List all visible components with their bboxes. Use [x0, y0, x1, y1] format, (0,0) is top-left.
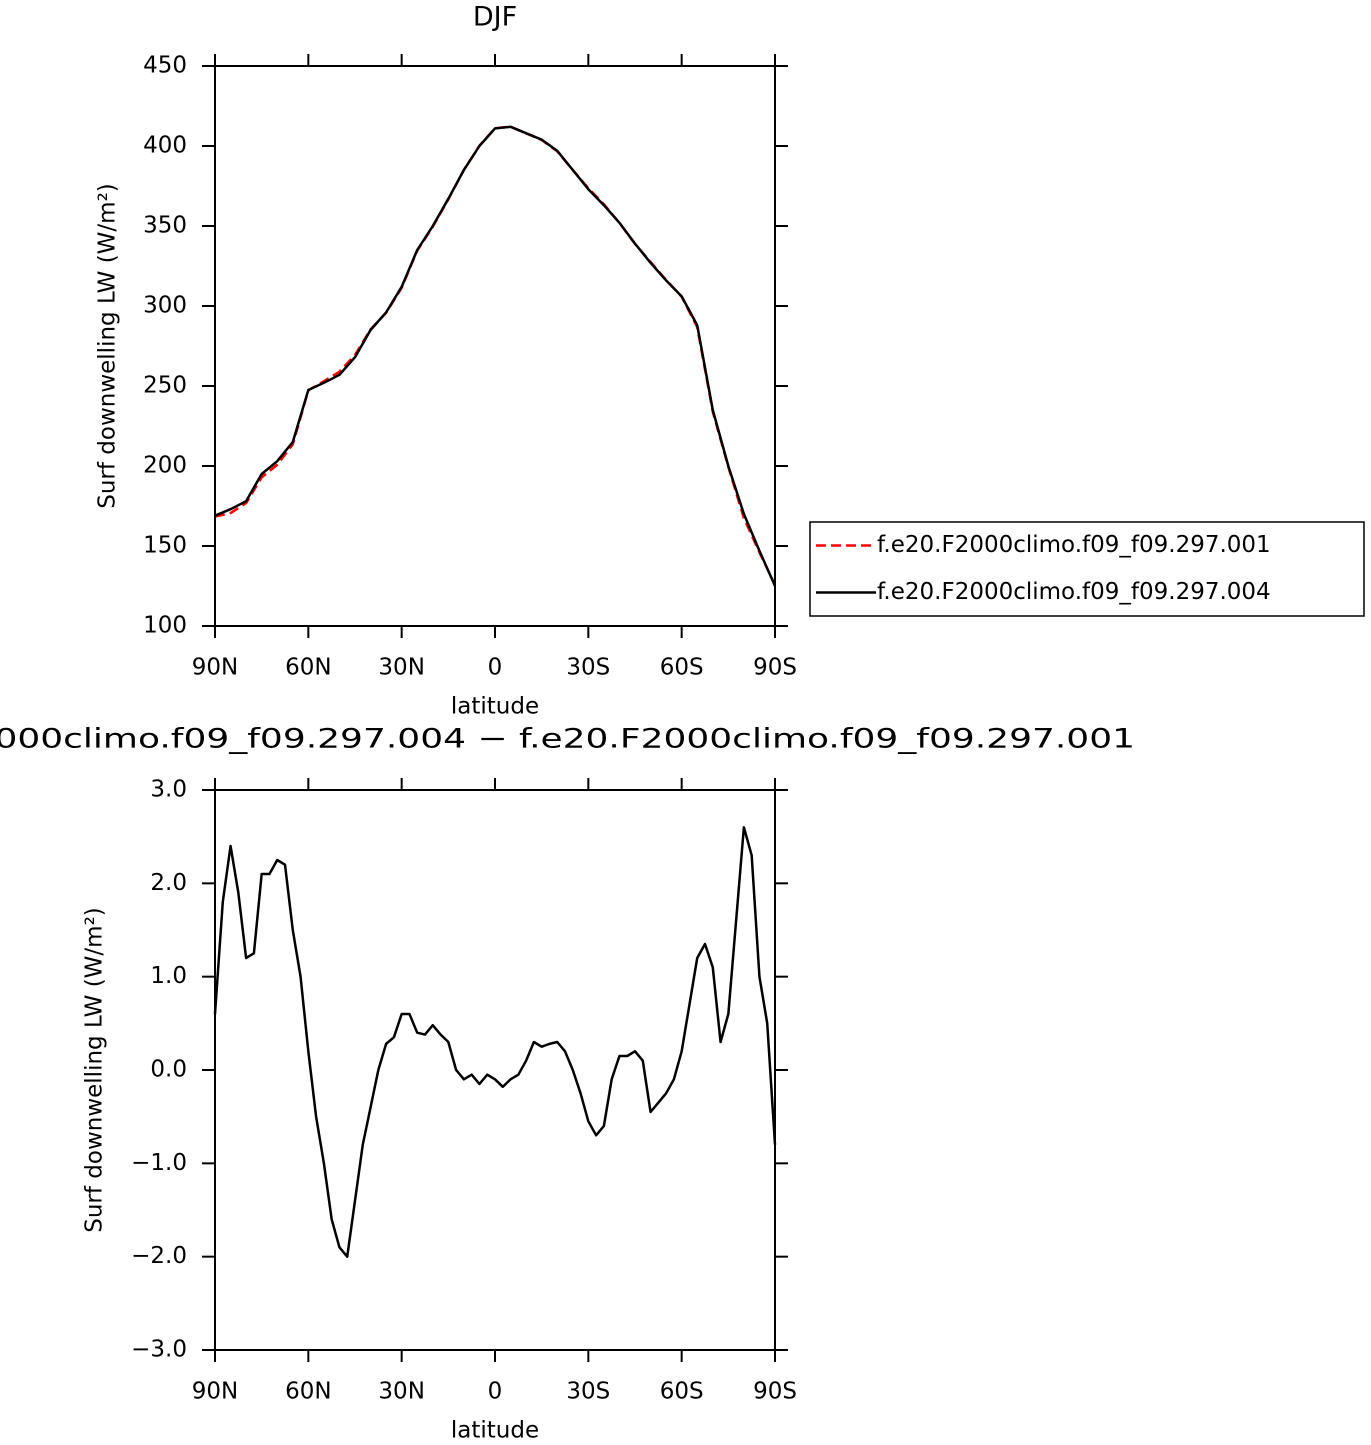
x-tick-label: 90N — [192, 1379, 238, 1405]
plot-frame — [214, 65, 776, 627]
y-tick-label: 250 — [143, 373, 187, 399]
x-tick-label: 0 — [488, 655, 503, 681]
x-tick-label: 30N — [378, 1379, 424, 1405]
y-tick-label: 200 — [143, 453, 187, 479]
data-line — [214, 125, 777, 587]
x-tick-label: 90N — [192, 655, 238, 681]
y-tick-label: 150 — [143, 533, 187, 559]
y-tick-label: 300 — [143, 293, 187, 319]
y-tick-label: 350 — [143, 213, 187, 239]
y-tick-label: 100 — [143, 613, 187, 639]
x-tick-label: 30N — [378, 655, 424, 681]
y-tick-label: −2.0 — [131, 1243, 187, 1269]
plot-frame — [214, 789, 776, 1351]
y-tick-label: 450 — [143, 53, 187, 79]
x-tick-label: 60S — [660, 1379, 704, 1405]
data-line — [214, 125, 777, 586]
y-tick-label: 0.0 — [150, 1057, 187, 1083]
x-tick-label: 60N — [285, 655, 331, 681]
x-tick-label: 60N — [285, 1379, 331, 1405]
x-tick-label: 90S — [753, 1379, 797, 1405]
legend-label: f.e20.F2000climo.f09_f09.297.001 — [877, 532, 1271, 558]
x-axis-label: latitude — [451, 1418, 539, 1444]
y-axis-label: Surf downwelling LW (W/m²) — [95, 183, 121, 509]
x-tick-label: 0 — [488, 1379, 503, 1405]
chart-title: DJF — [473, 2, 517, 33]
data-line — [213, 826, 777, 1258]
y-tick-label: 400 — [143, 133, 187, 159]
legend-label: f.e20.F2000climo.f09_f09.297.004 — [877, 579, 1271, 605]
y-tick-label: 2.0 — [150, 870, 187, 896]
x-tick-label: 60S — [660, 655, 704, 681]
y-tick-label: −3.0 — [131, 1337, 187, 1363]
chart-title: f.e20.F2000climo.f09_f09.297.004 − f.e20… — [0, 724, 1135, 755]
y-axis-label: Surf downwelling LW (W/m²) — [82, 907, 108, 1233]
x-tick-label: 30S — [566, 655, 610, 681]
y-tick-label: 3.0 — [150, 777, 187, 803]
y-tick-label: 1.0 — [150, 963, 187, 989]
x-axis-label: latitude — [451, 694, 539, 720]
y-tick-label: −1.0 — [131, 1150, 187, 1176]
x-tick-label: 90S — [753, 655, 797, 681]
legend-box — [809, 521, 1365, 617]
x-tick-label: 30S — [566, 1379, 610, 1405]
